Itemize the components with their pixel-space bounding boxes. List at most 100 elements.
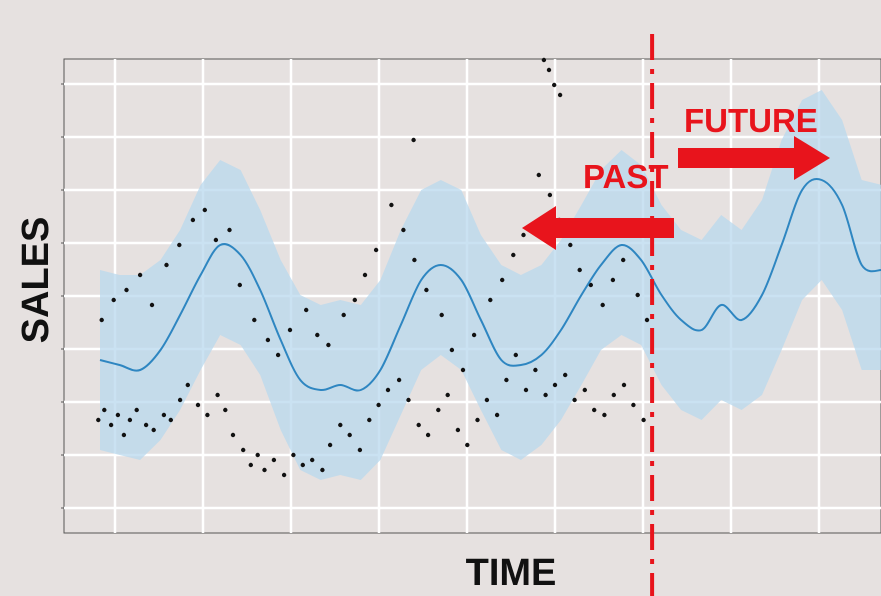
data-point [281, 472, 287, 478]
data-point [352, 297, 357, 303]
data-point [572, 397, 577, 403]
data-point [541, 57, 547, 63]
data-point [488, 297, 493, 303]
data-point [237, 282, 242, 288]
data-point [223, 407, 228, 413]
data-point [621, 382, 627, 388]
data-point [367, 417, 372, 423]
data-point [511, 252, 516, 258]
data-point [151, 427, 156, 433]
data-point [327, 442, 333, 448]
data-point [271, 457, 277, 463]
data-point [111, 297, 116, 303]
data-point [547, 192, 553, 198]
y-axis-label: SALES [15, 217, 57, 344]
data-point [582, 387, 587, 393]
data-point [401, 227, 406, 233]
data-point [543, 392, 548, 398]
past-label: PAST [583, 158, 669, 195]
data-point [455, 427, 461, 433]
data-point [568, 242, 573, 248]
data-point [631, 402, 636, 408]
data-point [536, 172, 541, 178]
data-point [357, 447, 363, 453]
data-point [546, 67, 552, 73]
data-point [641, 417, 646, 423]
data-point [484, 397, 490, 403]
observed-points [96, 57, 650, 478]
data-point [465, 442, 470, 448]
data-point [602, 412, 607, 418]
past-arrow [522, 206, 674, 250]
data-point [513, 352, 518, 358]
data-point [494, 412, 500, 418]
data-point [376, 402, 381, 408]
data-point [338, 422, 343, 428]
data-point [389, 202, 394, 208]
data-point [533, 367, 538, 373]
data-point [164, 262, 169, 268]
data-point [425, 432, 431, 438]
data-point [185, 382, 190, 388]
data-point [213, 237, 219, 243]
data-point [99, 317, 104, 323]
data-point [563, 372, 568, 378]
data-point [635, 292, 640, 298]
data-point [320, 467, 325, 473]
data-point [143, 422, 149, 428]
uncertainty-band [100, 90, 881, 480]
data-point [521, 232, 526, 238]
data-point [262, 467, 267, 473]
axis-ticks [61, 83, 64, 509]
data-point [523, 387, 529, 393]
data-point [115, 412, 121, 418]
data-point [588, 282, 593, 288]
data-point [611, 392, 616, 398]
data-point [265, 337, 271, 343]
data-point [460, 367, 466, 373]
data-point [416, 422, 421, 428]
data-point [621, 257, 626, 263]
data-point [304, 307, 309, 313]
data-point [475, 417, 480, 423]
data-point [161, 412, 167, 418]
data-point [362, 272, 368, 278]
data-point [310, 457, 315, 463]
data-point [445, 392, 450, 398]
data-point [102, 407, 107, 413]
future-arrow [678, 136, 830, 180]
data-point [341, 312, 346, 318]
data-point [230, 432, 236, 438]
data-point [439, 312, 444, 318]
data-point [121, 432, 127, 438]
forecast-line [99, 177, 881, 392]
data-point [124, 287, 129, 293]
data-point [411, 137, 416, 143]
data-point [195, 402, 201, 408]
data-point [275, 352, 281, 358]
data-point [227, 227, 232, 233]
data-point [406, 397, 411, 403]
data-point [600, 302, 605, 308]
data-point [577, 267, 582, 273]
data-point [300, 462, 305, 468]
data-point [291, 452, 296, 458]
data-point [149, 302, 155, 308]
data-point [385, 387, 391, 393]
future-label: FUTURE [684, 102, 818, 139]
data-point [137, 272, 143, 278]
data-point [96, 417, 101, 423]
data-point [610, 277, 616, 283]
data-point [504, 377, 509, 383]
data-point [205, 412, 210, 418]
data-point [241, 447, 246, 453]
data-point [108, 422, 114, 428]
data-point [436, 407, 441, 413]
data-point [177, 397, 183, 403]
data-point [373, 247, 379, 253]
data-point [552, 382, 558, 388]
data-point [424, 287, 429, 293]
data-point [190, 217, 196, 223]
data-point [500, 277, 505, 283]
